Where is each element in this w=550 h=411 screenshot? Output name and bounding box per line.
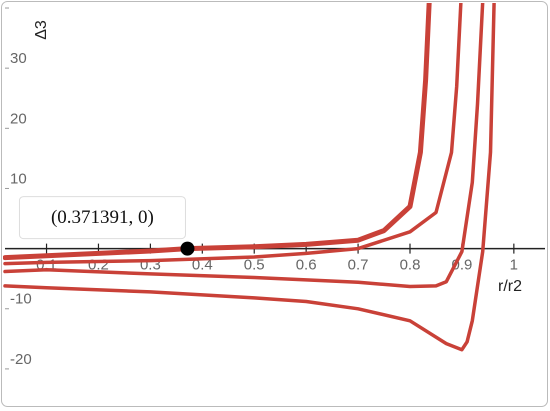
x-tick-label: 0.7	[348, 257, 369, 274]
x-tick-label: 0.5	[244, 257, 265, 274]
annotation-box	[18, 196, 186, 240]
x-axis-label: r/r2	[498, 278, 522, 295]
y-tick-label: 40	[10, 0, 27, 7]
y-tick-label: 10	[10, 170, 27, 187]
curve	[3, 3, 496, 352]
x-tick-label: 1	[510, 257, 518, 274]
curve	[3, 3, 432, 261]
curve	[3, 3, 463, 266]
curve	[3, 3, 485, 289]
x-tick-label: 0.6	[296, 257, 317, 274]
annotation-label: (0.371391, 0)	[51, 207, 154, 228]
y-tick-label: -20	[10, 351, 32, 368]
point	[180, 241, 195, 256]
y-tick-label: 30	[10, 50, 27, 67]
x-tick-label: 0.8	[400, 257, 421, 274]
plot-area: 0.1 0.2 0.3 0.4 0.5 0.6 0.7 0.8 0.9 1-20-10102030…	[3, 0, 545, 370]
y-tick-label: 20	[10, 110, 27, 127]
y-tick-label: -10	[10, 291, 32, 308]
x-tick-label: 0.4	[192, 257, 213, 274]
y-axis-label: Δ3	[33, 20, 50, 40]
